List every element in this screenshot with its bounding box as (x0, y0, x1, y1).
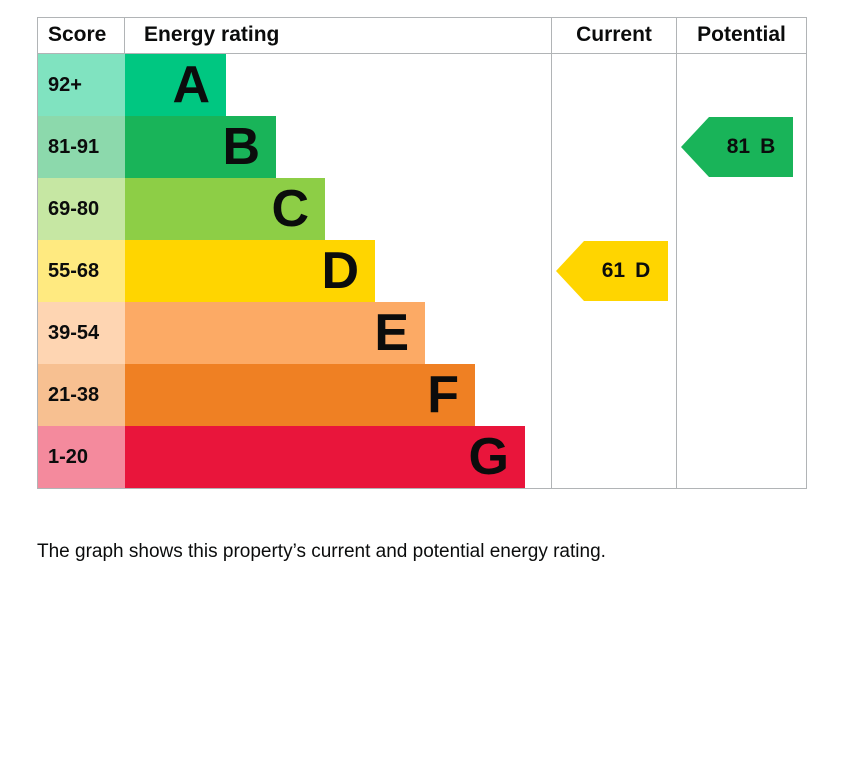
current-cell (551, 364, 676, 426)
rating-letter: C (271, 180, 309, 238)
band-row-e: 39-54 E (38, 302, 806, 364)
score-range-cell: 55-68 (38, 240, 125, 302)
chart-caption: The graph shows this property’s current … (37, 541, 606, 562)
rating-bar: D (125, 240, 375, 302)
band-row-g: 1-20 G (38, 426, 806, 488)
potential-rating-letter: B (760, 135, 776, 158)
rating-bar: C (125, 178, 325, 240)
current-column-header: Current (551, 18, 676, 53)
bar-area: D (125, 240, 551, 302)
potential-rating-score: 81 (726, 135, 751, 158)
score-range-cell: 39-54 (38, 302, 125, 364)
current-rating-letter: D (635, 259, 651, 282)
band-row-f: 21-38 F (38, 364, 806, 426)
bar-area: G (125, 426, 551, 488)
rating-bar: G (125, 426, 525, 488)
bar-area: F (125, 364, 551, 426)
rating-bar: A (125, 54, 226, 116)
potential-cell (676, 116, 806, 178)
bar-area: B (125, 116, 551, 178)
rating-bar: B (125, 116, 276, 178)
current-cell (551, 302, 676, 364)
bar-area: E (125, 302, 551, 364)
rating-letter: F (427, 366, 459, 424)
current-rating-score: 61 (601, 259, 626, 282)
rating-letter: D (321, 242, 359, 300)
bar-area: C (125, 178, 551, 240)
score-range-cell: 81-91 (38, 116, 125, 178)
current-cell (551, 240, 676, 302)
score-range-cell: 1-20 (38, 426, 125, 488)
rating-bar: E (125, 302, 425, 364)
rating-letter: E (374, 304, 409, 362)
potential-cell (676, 54, 806, 116)
rating-letter: B (222, 118, 260, 176)
score-range-cell: 69-80 (38, 178, 125, 240)
band-row-c: 69-80 C (38, 178, 806, 240)
potential-column-header: Potential (676, 18, 806, 53)
score-column-header: Score (38, 18, 125, 53)
potential-cell (676, 178, 806, 240)
epc-rating-chart: Score Energy rating Current Potential 92… (37, 17, 807, 489)
band-row-d: 55-68 D (38, 240, 806, 302)
current-cell (551, 116, 676, 178)
band-row-a: 92+ A (38, 54, 806, 116)
current-cell (551, 54, 676, 116)
rating-letter: G (468, 428, 509, 486)
rating-letter: A (172, 56, 210, 114)
energy-rating-column-header: Energy rating (144, 23, 280, 46)
band-row-b: 81-91 B (38, 116, 806, 178)
score-range-cell: 92+ (38, 54, 125, 116)
current-cell (551, 178, 676, 240)
score-range-cell: 21-38 (38, 364, 125, 426)
current-rating-marker: 61 D (556, 241, 668, 301)
bar-area: A (125, 54, 551, 116)
potential-cell (676, 426, 806, 488)
potential-rating-marker: 81 B (681, 117, 793, 177)
potential-cell (676, 364, 806, 426)
potential-cell (676, 240, 806, 302)
epc-header-row: Score Energy rating Current Potential (38, 18, 806, 54)
rating-bar: F (125, 364, 475, 426)
current-cell (551, 426, 676, 488)
potential-cell (676, 302, 806, 364)
